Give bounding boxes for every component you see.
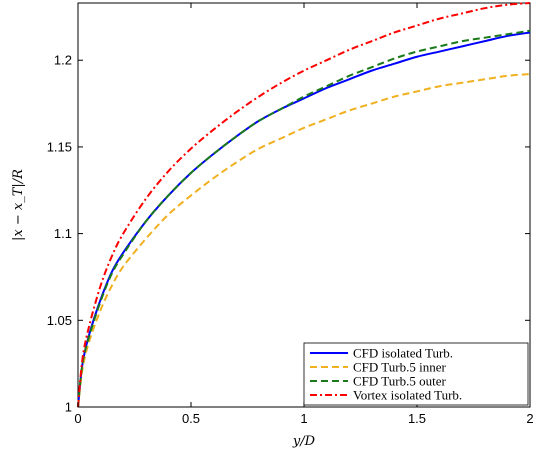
y-axis-label: |x − x_T|/R: [11, 169, 26, 241]
y-tick-label-1: 1.05: [47, 313, 72, 328]
x-tick-label-3: 1.5: [408, 411, 426, 426]
x-tick-label-2: 1: [300, 411, 307, 426]
plot-frame: [77, 2, 531, 408]
legend-label-1: CFD isolated Turb.: [353, 346, 453, 361]
plot-area: [77, 2, 531, 408]
series-line-3: [77, 29, 531, 408]
series-line-4: [77, 2, 531, 408]
x-tick-label-4: 2: [526, 411, 533, 426]
legend-label-2: CFD Turb.5 inner: [353, 360, 446, 375]
y-tick-label-3: 1.15: [47, 139, 72, 154]
y-tick-label-4: 1.2: [54, 53, 72, 68]
y-tick-label-0: 1: [65, 400, 72, 415]
series-layer: [77, 2, 531, 408]
series-line-2: [77, 73, 531, 408]
legend-label-3: CFD Turb.5 outer: [353, 374, 446, 389]
x-axis-label: y/D: [292, 434, 316, 449]
legend-label-4: Vortex isolated Turb.: [353, 388, 462, 403]
y-tick-label-2: 1.1: [54, 226, 72, 241]
ticks-layer: 0 0.5 1 1.5 2 1 1.05 1.1 1.15 1.2: [47, 3, 534, 426]
x-tick-label-1: 0.5: [182, 411, 200, 426]
x-tick-label-0: 0: [74, 411, 81, 426]
